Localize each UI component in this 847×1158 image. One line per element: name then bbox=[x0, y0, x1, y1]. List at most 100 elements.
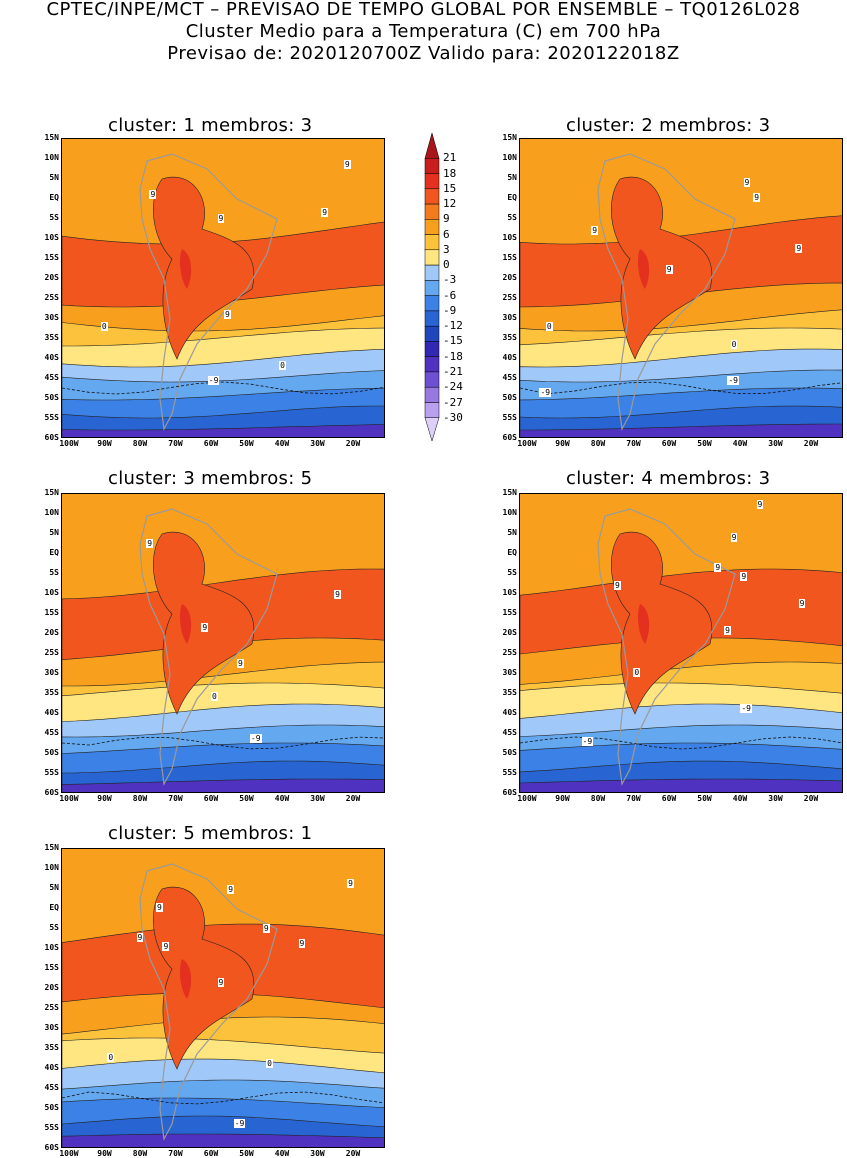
panel-title: cluster: 5 membros: 1 bbox=[108, 823, 313, 844]
contour-label: 9 bbox=[743, 178, 751, 187]
latitude-tick-label: 10S bbox=[502, 233, 517, 242]
colorbar-segment bbox=[424, 417, 440, 442]
latitude-tick-label: 45S bbox=[44, 728, 59, 737]
latitude-tick-label: 40S bbox=[502, 708, 517, 717]
colorbar-segment bbox=[424, 188, 440, 205]
latitude-tick-label: 25S bbox=[44, 293, 59, 302]
contour-label: 9 bbox=[730, 533, 738, 542]
contour-label: -9 bbox=[233, 1119, 246, 1128]
contour-minus9-dashed bbox=[520, 381, 842, 395]
header-line-3: Previsao de: 2020120700Z Valido para: 20… bbox=[167, 43, 680, 64]
colorbar-level-label: -30 bbox=[443, 410, 463, 424]
latitude-tick-label: 15S bbox=[502, 253, 517, 262]
contour-label: 9 bbox=[756, 500, 764, 509]
latitude-tick-label: 40S bbox=[44, 353, 59, 362]
contour-label: 9 bbox=[227, 885, 235, 894]
hot-core bbox=[637, 604, 650, 644]
latitude-tick-label: 55S bbox=[44, 1123, 59, 1132]
contour-label: 9 bbox=[724, 626, 731, 635]
contour-minus9-dashed bbox=[62, 736, 384, 750]
longitude-tick-label: 70W bbox=[168, 1149, 183, 1158]
temperature-band bbox=[62, 778, 384, 792]
longitude-tick-label: 70W bbox=[168, 439, 183, 448]
longitude-tick-label: 90W bbox=[555, 439, 570, 448]
contour-label: 9 bbox=[665, 265, 673, 274]
temperature-band bbox=[520, 778, 842, 792]
longitude-tick-label: 40W bbox=[274, 794, 290, 803]
longitude-tick-label: 60W bbox=[203, 794, 219, 803]
panel-title: cluster: 2 membros: 3 bbox=[566, 115, 771, 136]
colorbar-level-label: 3 bbox=[443, 242, 450, 256]
colorbar-segment bbox=[424, 158, 440, 174]
latitude-tick-label: 10S bbox=[44, 943, 59, 952]
longitude-tick-label: 20W bbox=[345, 794, 361, 803]
longitude-tick-label: 60W bbox=[203, 439, 219, 448]
latitude-tick-label: 10N bbox=[502, 508, 517, 517]
longitude-tick-label: 80W bbox=[132, 1149, 148, 1158]
latitude-tick-label: 50S bbox=[44, 1103, 59, 1112]
latitude-tick-label: 15S bbox=[44, 963, 59, 972]
latitude-tick-label: 5S bbox=[507, 213, 517, 222]
latitude-tick-label: 55S bbox=[44, 768, 59, 777]
warm-region bbox=[610, 176, 713, 360]
latitude-tick-label: EQ bbox=[49, 548, 59, 557]
latitude-tick-label: 20S bbox=[502, 628, 517, 637]
contour-label: 9 bbox=[217, 978, 225, 987]
latitude-tick-label: 25S bbox=[44, 1003, 59, 1012]
contour-label: 9 bbox=[321, 208, 329, 217]
latitude-tick-label: 10N bbox=[502, 153, 517, 162]
latitude-tick-label: 35S bbox=[502, 688, 517, 697]
longitude-tick-label: 20W bbox=[345, 439, 361, 448]
longitude-tick-label: 100W bbox=[59, 439, 79, 448]
colorbar-segment bbox=[424, 219, 440, 235]
contour-label: 9 bbox=[798, 599, 806, 608]
hot-core bbox=[179, 604, 192, 644]
contour-label: 9 bbox=[298, 939, 306, 948]
latitude-tick-label: 35S bbox=[44, 333, 59, 342]
latitude-tick-label: 20S bbox=[502, 273, 517, 282]
latitude-tick-label: 50S bbox=[44, 748, 59, 757]
contour-label: -9 bbox=[207, 376, 220, 385]
contour-label: 0 bbox=[633, 668, 641, 677]
contour-label: 9 bbox=[591, 226, 599, 235]
latitude-tick-label: 25S bbox=[502, 293, 517, 302]
latitude-tick-label: 5N bbox=[507, 173, 517, 182]
latitude-tick-label: 5N bbox=[49, 528, 59, 537]
contour-label: 9 bbox=[146, 539, 154, 548]
colorbar-segment bbox=[424, 249, 440, 266]
longitude-tick-label: 90W bbox=[555, 794, 570, 803]
colorbar-level-label: -27 bbox=[443, 395, 463, 409]
longitude-tick-label: 80W bbox=[590, 794, 606, 803]
contour-label: 9 bbox=[155, 903, 163, 912]
temperature-map: 9 9 9 9 9 9 9 0 -9 -9 bbox=[519, 493, 843, 793]
contour-label: 9 bbox=[714, 563, 722, 572]
longitude-tick-label: 20W bbox=[345, 1149, 361, 1158]
colorbar-segment bbox=[424, 234, 440, 251]
colorbar-level-label: -12 bbox=[443, 319, 463, 333]
latitude-tick-label: 45S bbox=[502, 728, 517, 737]
contour-label: 0 bbox=[279, 361, 286, 370]
longitude-tick-label: 90W bbox=[97, 794, 112, 803]
contour-label: 9 bbox=[162, 942, 170, 951]
longitude-tick-label: 50W bbox=[239, 439, 254, 448]
latitude-tick-label: 25S bbox=[44, 648, 59, 657]
contour-label: 9 bbox=[613, 581, 621, 590]
longitude-tick-label: 80W bbox=[132, 794, 148, 803]
colorbar-segment bbox=[424, 203, 440, 220]
latitude-tick-label: 20S bbox=[44, 628, 59, 637]
colorbar-level-label: 18 bbox=[443, 166, 457, 180]
latitude-tick-label: 15N bbox=[44, 843, 59, 852]
latitude-tick-label: 10S bbox=[44, 588, 59, 597]
contour-label: 9 bbox=[740, 572, 748, 581]
south-america-outline bbox=[139, 153, 278, 431]
latitude-tick-label: 50S bbox=[502, 748, 517, 757]
longitude-tick-label: 100W bbox=[59, 1149, 79, 1158]
latitude-tick-label: 30S bbox=[44, 1023, 59, 1032]
colorbar-level-label: 6 bbox=[443, 227, 450, 241]
south-america-outline bbox=[597, 508, 736, 786]
latitude-tick-label: 60S bbox=[502, 788, 517, 797]
contour-minus9-dashed bbox=[520, 736, 842, 750]
contour-label: 0 bbox=[730, 340, 738, 349]
contour-label: -9 bbox=[539, 388, 552, 397]
colorbar-level-label: 12 bbox=[443, 197, 457, 211]
